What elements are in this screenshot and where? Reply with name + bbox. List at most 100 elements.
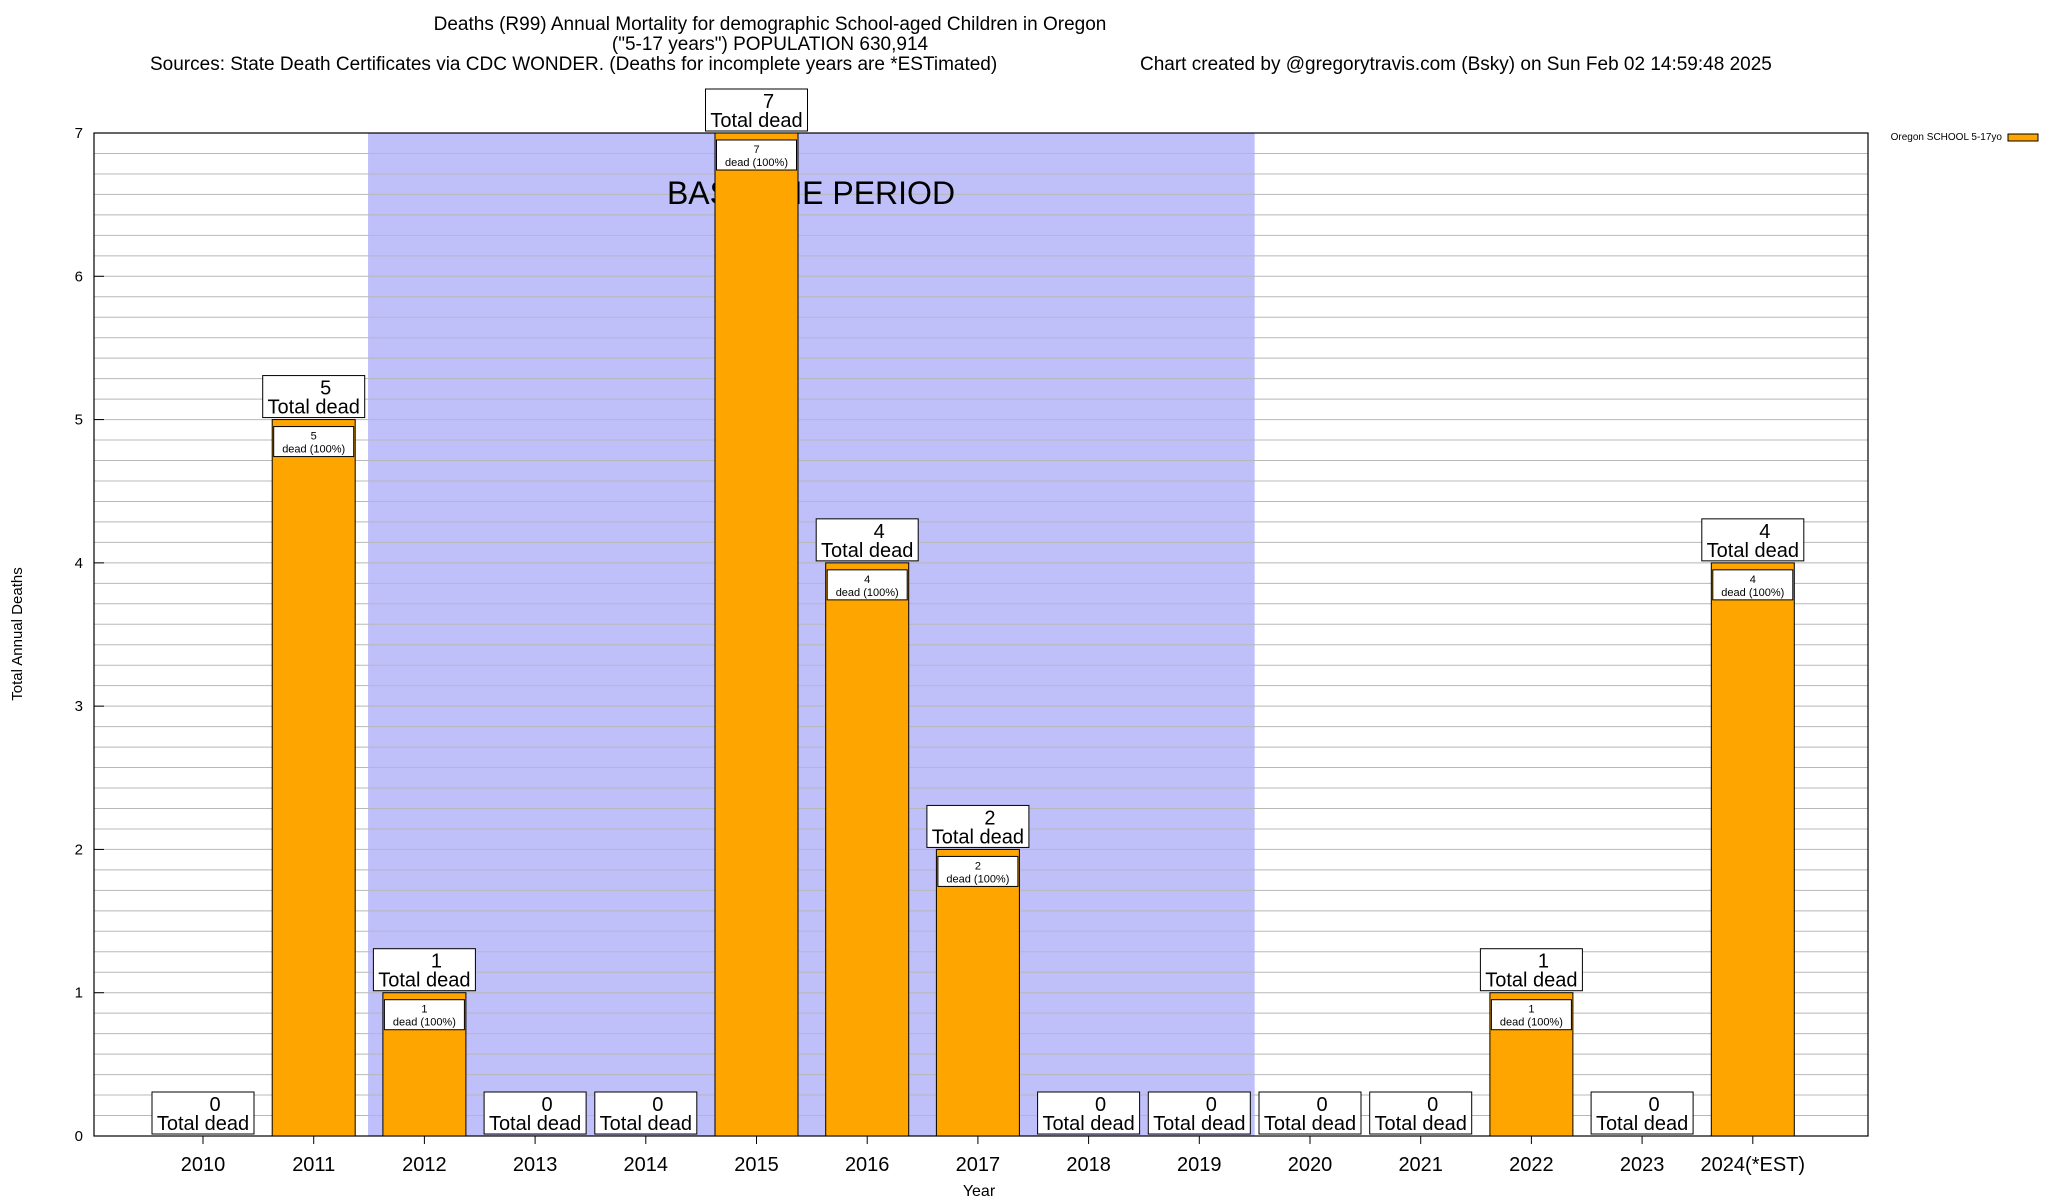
chart-sources: Sources: State Death Certificates via CD…: [150, 54, 998, 75]
bar-inner-label-box: [826, 569, 908, 601]
x-tick-label: 2012: [402, 1154, 447, 1176]
bar-total-label-box: [705, 88, 808, 132]
bar-total-count: 5: [320, 378, 331, 400]
bar-total-label-box: [1369, 1091, 1473, 1135]
chart-title-line-2: ("5-17 years") POPULATION 630,914: [611, 34, 929, 55]
bar-total-label-box: [594, 1091, 698, 1135]
bar-total-label-box: [926, 804, 1030, 848]
bar: [271, 419, 356, 1137]
bar-total-label: Total dead: [157, 1113, 249, 1135]
bar-inner-percent: dead (100%): [1500, 1017, 1563, 1029]
chart-title-line-1: Deaths (R99) Annual Mortality for demogr…: [433, 14, 1107, 35]
y-axis-label: Total Annual Deaths: [9, 567, 26, 700]
bar-total-label: Total dead: [821, 540, 913, 562]
bar: [1710, 562, 1795, 1137]
bar-total-label: Total dead: [1485, 970, 1577, 992]
baseline-period-band: [368, 133, 1255, 1136]
bar-inner-count: 1: [421, 1004, 427, 1016]
bar-inner-count: 4: [1750, 574, 1756, 586]
legend: Oregon SCHOOL 5-17yo: [1891, 132, 2039, 143]
bar-inner-label-box: [716, 139, 797, 171]
bar-inner-count: 2: [975, 860, 981, 872]
bar-total-count: 1: [431, 951, 442, 973]
bar-total-count: 0: [652, 1094, 663, 1116]
bar-total-label: Total dead: [932, 826, 1024, 848]
x-tick-label: 2014: [624, 1154, 669, 1176]
bar-total-label-box: [1479, 948, 1583, 992]
bar-total-count: 4: [874, 521, 885, 543]
bar-total-count: 0: [1427, 1094, 1438, 1116]
baseline-period-label: BASELINE PERIOD: [667, 175, 955, 211]
bar-total-label: Total dead: [600, 1113, 692, 1135]
bar-total-label-box: [1590, 1091, 1694, 1135]
bar-total-count: 0: [209, 1094, 220, 1116]
x-tick-label: 2013: [513, 1154, 558, 1176]
x-tick-label: 2010: [181, 1154, 226, 1176]
bar-total-count: 1: [1538, 951, 1549, 973]
x-tick-label: 2017: [956, 1154, 1001, 1176]
bar-total-label: Total dead: [489, 1113, 581, 1135]
bar-total-label: Total dead: [268, 397, 360, 419]
bar-total-count: 0: [1206, 1094, 1217, 1116]
y-tick-label: 3: [75, 698, 83, 715]
bar-inner-percent: dead (100%): [393, 1017, 456, 1029]
bar-total-label-box: [372, 948, 476, 992]
bar-total-label: Total dead: [1153, 1113, 1245, 1135]
y-tick-label: 6: [75, 268, 83, 285]
legend-swatch: [2007, 133, 2039, 142]
bar-inner-label-box: [273, 426, 355, 458]
chart-credit: Chart created by @gregorytravis.com (Bsk…: [1140, 54, 1772, 75]
bar-inner-count: 5: [311, 431, 317, 443]
y-tick-label: 5: [75, 412, 83, 429]
bar-total-label: Total dead: [1042, 1113, 1134, 1135]
bar: [935, 848, 1020, 1137]
bar-inner-count: 7: [753, 144, 759, 156]
x-tick-label: 2018: [1066, 1154, 1111, 1176]
bar-total-count: 2: [984, 807, 995, 829]
bar-total-label-box: [815, 518, 919, 562]
bar-total-label-box: [1701, 518, 1805, 562]
x-tick-label: 2023: [1620, 1154, 1665, 1176]
bar-inner-percent: dead (100%): [282, 444, 345, 456]
bar-inner-percent: dead (100%): [1721, 587, 1784, 599]
bar-inner-percent: dead (100%): [836, 587, 899, 599]
bar-inner-label-box: [383, 999, 465, 1031]
x-tick-label: 2021: [1398, 1154, 1443, 1176]
bar: [825, 562, 910, 1137]
x-tick-label: 2011: [292, 1154, 335, 1176]
bar-inner-label-box: [1490, 999, 1572, 1031]
bar-total-label: Total dead: [1707, 540, 1799, 562]
bar-total-label-box: [1037, 1091, 1141, 1135]
bar-inner-label-box: [1712, 569, 1794, 601]
bar-total-count: 0: [1649, 1094, 1660, 1116]
x-tick-label: 2019: [1177, 1154, 1222, 1176]
bar-total-label: Total dead: [378, 970, 470, 992]
y-tick-label: 4: [75, 555, 83, 572]
bar-inner-percent: dead (100%): [946, 873, 1009, 885]
bar-inner-count: 4: [864, 574, 870, 586]
x-tick-label: 2024(*EST): [1701, 1154, 1806, 1176]
bar: [714, 132, 799, 1137]
x-tick-label: 2015: [734, 1154, 779, 1176]
bar-inner-label-box: [937, 855, 1019, 887]
bar-total-label: Total dead: [1375, 1113, 1467, 1135]
bar-total-count: 7: [763, 91, 774, 113]
y-tick-label: 0: [75, 1128, 83, 1145]
bar-total-label: Total dead: [1264, 1113, 1356, 1135]
bar-total-label: Total dead: [1596, 1113, 1688, 1135]
bar-total-count: 4: [1759, 521, 1770, 543]
